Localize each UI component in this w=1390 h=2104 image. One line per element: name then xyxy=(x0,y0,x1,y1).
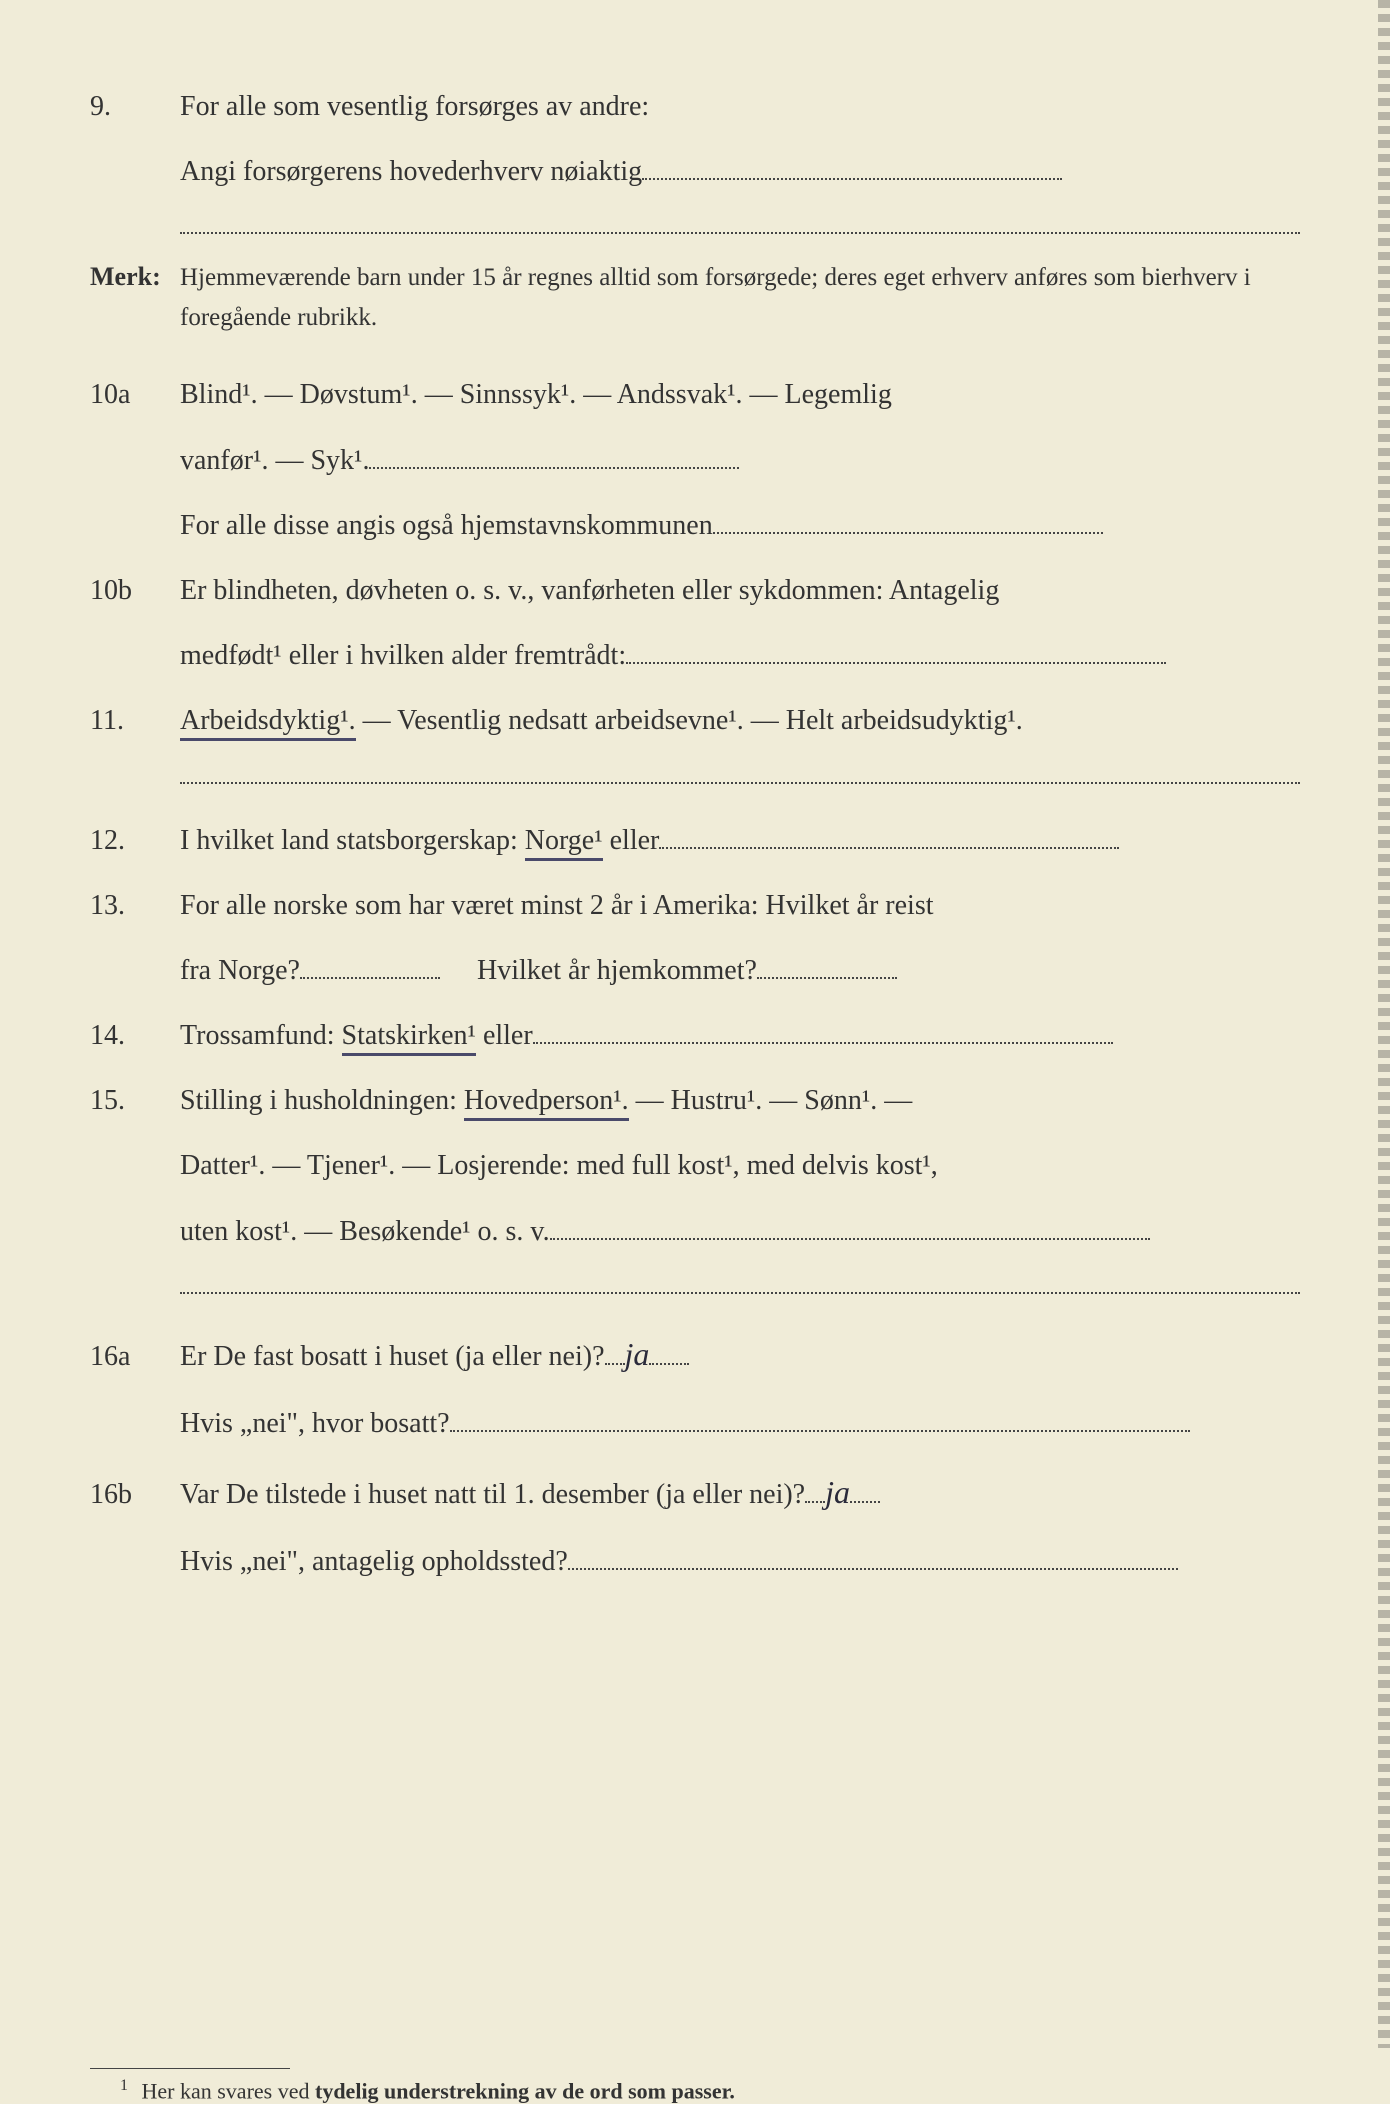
question-15-hovedperson-underlined: Hovedperson¹. xyxy=(464,1085,629,1121)
census-form-page: 9. For alle som vesentlig forsørges av a… xyxy=(90,80,1300,2104)
question-11: 11. Arbeidsdyktig¹. — Vesentlig nedsatt … xyxy=(90,694,1300,747)
footnote: 1 Her kan svares ved tydelig understrekn… xyxy=(90,2077,1300,2104)
question-14-post: eller xyxy=(476,1020,533,1051)
question-13-number: 13. xyxy=(90,879,180,932)
question-11-blank-line xyxy=(180,760,1300,784)
merk-text: Hjemmeværende barn under 15 år regnes al… xyxy=(180,258,1300,338)
question-12-post: eller xyxy=(603,825,660,856)
question-16a-line2: Hvis „nei", hvor bosatt? xyxy=(180,1408,450,1439)
merk-note: Merk: Hjemmeværende barn under 15 år reg… xyxy=(90,252,1300,338)
question-11-rest: — Vesentlig nedsatt arbeidsevne¹. — Helt… xyxy=(356,705,1023,736)
question-10a-line2: vanfør¹. — Syk¹. xyxy=(180,445,369,476)
page-perforation-edge xyxy=(1378,0,1390,2048)
question-12-norge-underlined: Norge¹ xyxy=(525,825,603,861)
question-9-blank-line xyxy=(180,210,1300,234)
question-16b-pre: Var De tilstede i huset natt til 1. dese… xyxy=(180,1479,805,1510)
question-15-line3: uten kost¹. — Besøkende¹ o. s. v. xyxy=(180,1216,550,1247)
question-13-line2-pre: fra Norge? xyxy=(180,955,300,986)
question-15: 15. Stilling i husholdningen: Hovedperso… xyxy=(90,1074,1300,1127)
question-10a-options: Blind¹. — Døvstum¹. — Sinnssyk¹. — Andss… xyxy=(180,379,892,410)
question-13: 13. For alle norske som har været minst … xyxy=(90,879,1300,932)
question-10b-line2: medfødt¹ eller i hvilken alder fremtrådt… xyxy=(180,640,626,671)
question-12-pre: I hvilket land statsborgerskap: xyxy=(180,825,525,856)
merk-label: Merk: xyxy=(90,252,180,301)
question-16a-number: 16a xyxy=(90,1330,180,1383)
question-13-line1: For alle norske som har været minst 2 år… xyxy=(180,890,934,921)
question-14-number: 14. xyxy=(90,1009,180,1062)
question-16a-answer: ja xyxy=(625,1336,650,1372)
footnote-number: 1 xyxy=(120,2077,128,2094)
question-10a-number: 10a xyxy=(90,368,180,421)
question-10b: 10b Er blindheten, døvheten o. s. v., va… xyxy=(90,564,1300,617)
question-16b: 16b Var De tilstede i huset natt til 1. … xyxy=(90,1462,1300,1523)
footnote-rule xyxy=(90,2068,290,2069)
footnote-text-bold: tydelig understrekning av de ord som pas… xyxy=(315,2078,735,2103)
question-11-number: 11. xyxy=(90,694,180,747)
question-14-statskirken-underlined: Statskirken¹ xyxy=(342,1020,476,1056)
question-9-line2: Angi forsørgerens hovederhverv nøiaktig xyxy=(180,156,642,187)
question-16a: 16a Er De fast bosatt i huset (ja eller … xyxy=(90,1324,1300,1385)
question-11-opt1-underlined: Arbeidsdyktig¹. xyxy=(180,705,356,741)
question-12-number: 12. xyxy=(90,814,180,867)
question-13-line2-mid: Hvilket år hjemkommet? xyxy=(477,955,757,986)
question-16a-pre: Er De fast bosatt i huset (ja eller nei)… xyxy=(180,1341,605,1372)
question-16b-answer: ja xyxy=(825,1474,850,1510)
question-9: 9. For alle som vesentlig forsørges av a… xyxy=(90,80,1300,133)
question-15-blank-line xyxy=(180,1270,1300,1294)
question-12: 12. I hvilket land statsborgerskap: Norg… xyxy=(90,814,1300,867)
question-15-number: 15. xyxy=(90,1074,180,1127)
question-9-number: 9. xyxy=(90,80,180,133)
question-15-line2: Datter¹. — Tjener¹. — Losjerende: med fu… xyxy=(180,1150,938,1181)
footnote-text-pre: Her kan svares ved xyxy=(142,2078,316,2103)
question-10b-line1: Er blindheten, døvheten o. s. v., vanfør… xyxy=(180,575,999,606)
question-14: 14. Trossamfund: Statskirken¹ eller xyxy=(90,1009,1300,1062)
question-16b-line2: Hvis „nei", antagelig opholdssted? xyxy=(180,1546,568,1577)
question-10b-number: 10b xyxy=(90,564,180,617)
question-9-line1: For alle som vesentlig forsørges av andr… xyxy=(180,80,1300,133)
question-15-pre: Stilling i husholdningen: xyxy=(180,1085,464,1116)
question-15-post: — Hustru¹. — Sønn¹. — xyxy=(629,1085,913,1116)
question-10a-line3: For alle disse angis også hjemstavnskomm… xyxy=(180,510,713,541)
question-10a: 10a Blind¹. — Døvstum¹. — Sinnssyk¹. — A… xyxy=(90,368,1300,421)
question-16b-number: 16b xyxy=(90,1468,180,1521)
question-14-pre: Trossamfund: xyxy=(180,1020,342,1051)
